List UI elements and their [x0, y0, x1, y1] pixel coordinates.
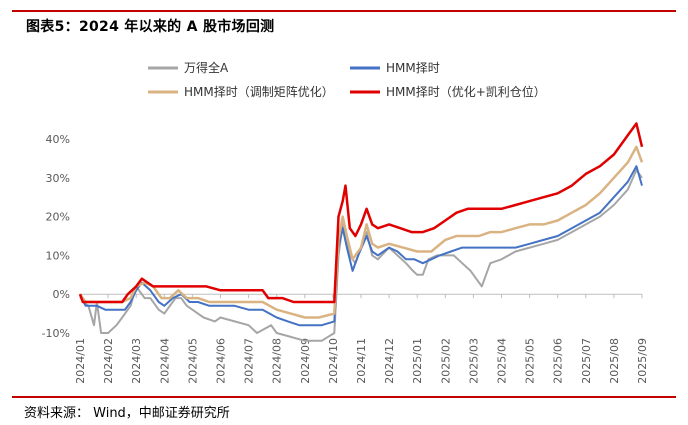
y-tick-label: 30% — [46, 172, 70, 185]
legend: 万得全A HMM择时 HMM择时（调制矩阵优化） HMM择时（优化+凯利仓位） — [148, 60, 546, 99]
x-tick-label: 2025/01 — [411, 338, 424, 384]
source-note: 资料来源： Wind，中邮证券研究所 — [24, 406, 230, 421]
x-tick-label: 2025/03 — [467, 338, 480, 384]
x-tick-label: 2024/03 — [130, 338, 143, 384]
x-tick-label: 2024/04 — [158, 338, 171, 384]
x-tick-label: 2024/02 — [102, 338, 115, 384]
x-tick-label: 2025/04 — [496, 338, 509, 384]
y-axis-ticks: 40% 30% 20% 10% 0% -10% — [42, 133, 70, 340]
x-tick-label: 2024/12 — [383, 338, 396, 384]
y-tick-label: 20% — [46, 211, 70, 224]
x-tick-label: 2025/07 — [580, 338, 593, 384]
x-tick-label: 2024/11 — [355, 338, 368, 384]
series-line-3 — [78, 122, 644, 304]
series-line-0 — [79, 169, 643, 342]
series-lines — [78, 122, 644, 342]
x-tick-label: 2024/07 — [243, 338, 256, 384]
legend-label: HMM择时 — [386, 61, 440, 75]
x-tick-label: 2025/05 — [524, 338, 537, 384]
legend-label: 万得全A — [184, 60, 229, 75]
x-tick-label: 2024/09 — [299, 338, 312, 384]
y-tick-label: 10% — [46, 249, 70, 262]
legend-label: HMM择时（优化+凯利仓位） — [386, 84, 546, 99]
x-tick-label: 2025/09 — [636, 338, 649, 384]
x-tick-label: 2024/08 — [271, 338, 284, 384]
page-title: 图表5：2024 年以来的 A 股市场回测 — [26, 19, 275, 35]
x-tick-label: 2024/01 — [74, 338, 87, 384]
series-line-2 — [78, 145, 644, 319]
line-chart: 万得全A HMM择时 HMM择时（调制矩阵优化） HMM择时（优化+凯利仓位） 40%… — [42, 60, 649, 384]
y-tick-label: 40% — [46, 133, 70, 146]
x-tick-label: 2024/10 — [327, 338, 340, 384]
y-tick-label: 0% — [53, 288, 70, 301]
legend-label: HMM择时（调制矩阵优化） — [184, 85, 334, 99]
x-tick-label: 2024/06 — [215, 338, 228, 384]
x-axis-ticks: 2024/01 2024/02 2024/03 2024/04 2024/05 2024/… — [74, 294, 649, 384]
series-line-1 — [79, 165, 643, 327]
x-tick-label: 2024/05 — [186, 338, 199, 384]
x-tick-label: 2025/08 — [608, 338, 621, 384]
y-tick-label: -10% — [42, 327, 70, 340]
bottom-rule — [12, 396, 676, 398]
x-tick-label: 2025/06 — [552, 338, 565, 384]
top-rule — [12, 10, 676, 12]
x-tick-label: 2025/02 — [439, 338, 452, 384]
